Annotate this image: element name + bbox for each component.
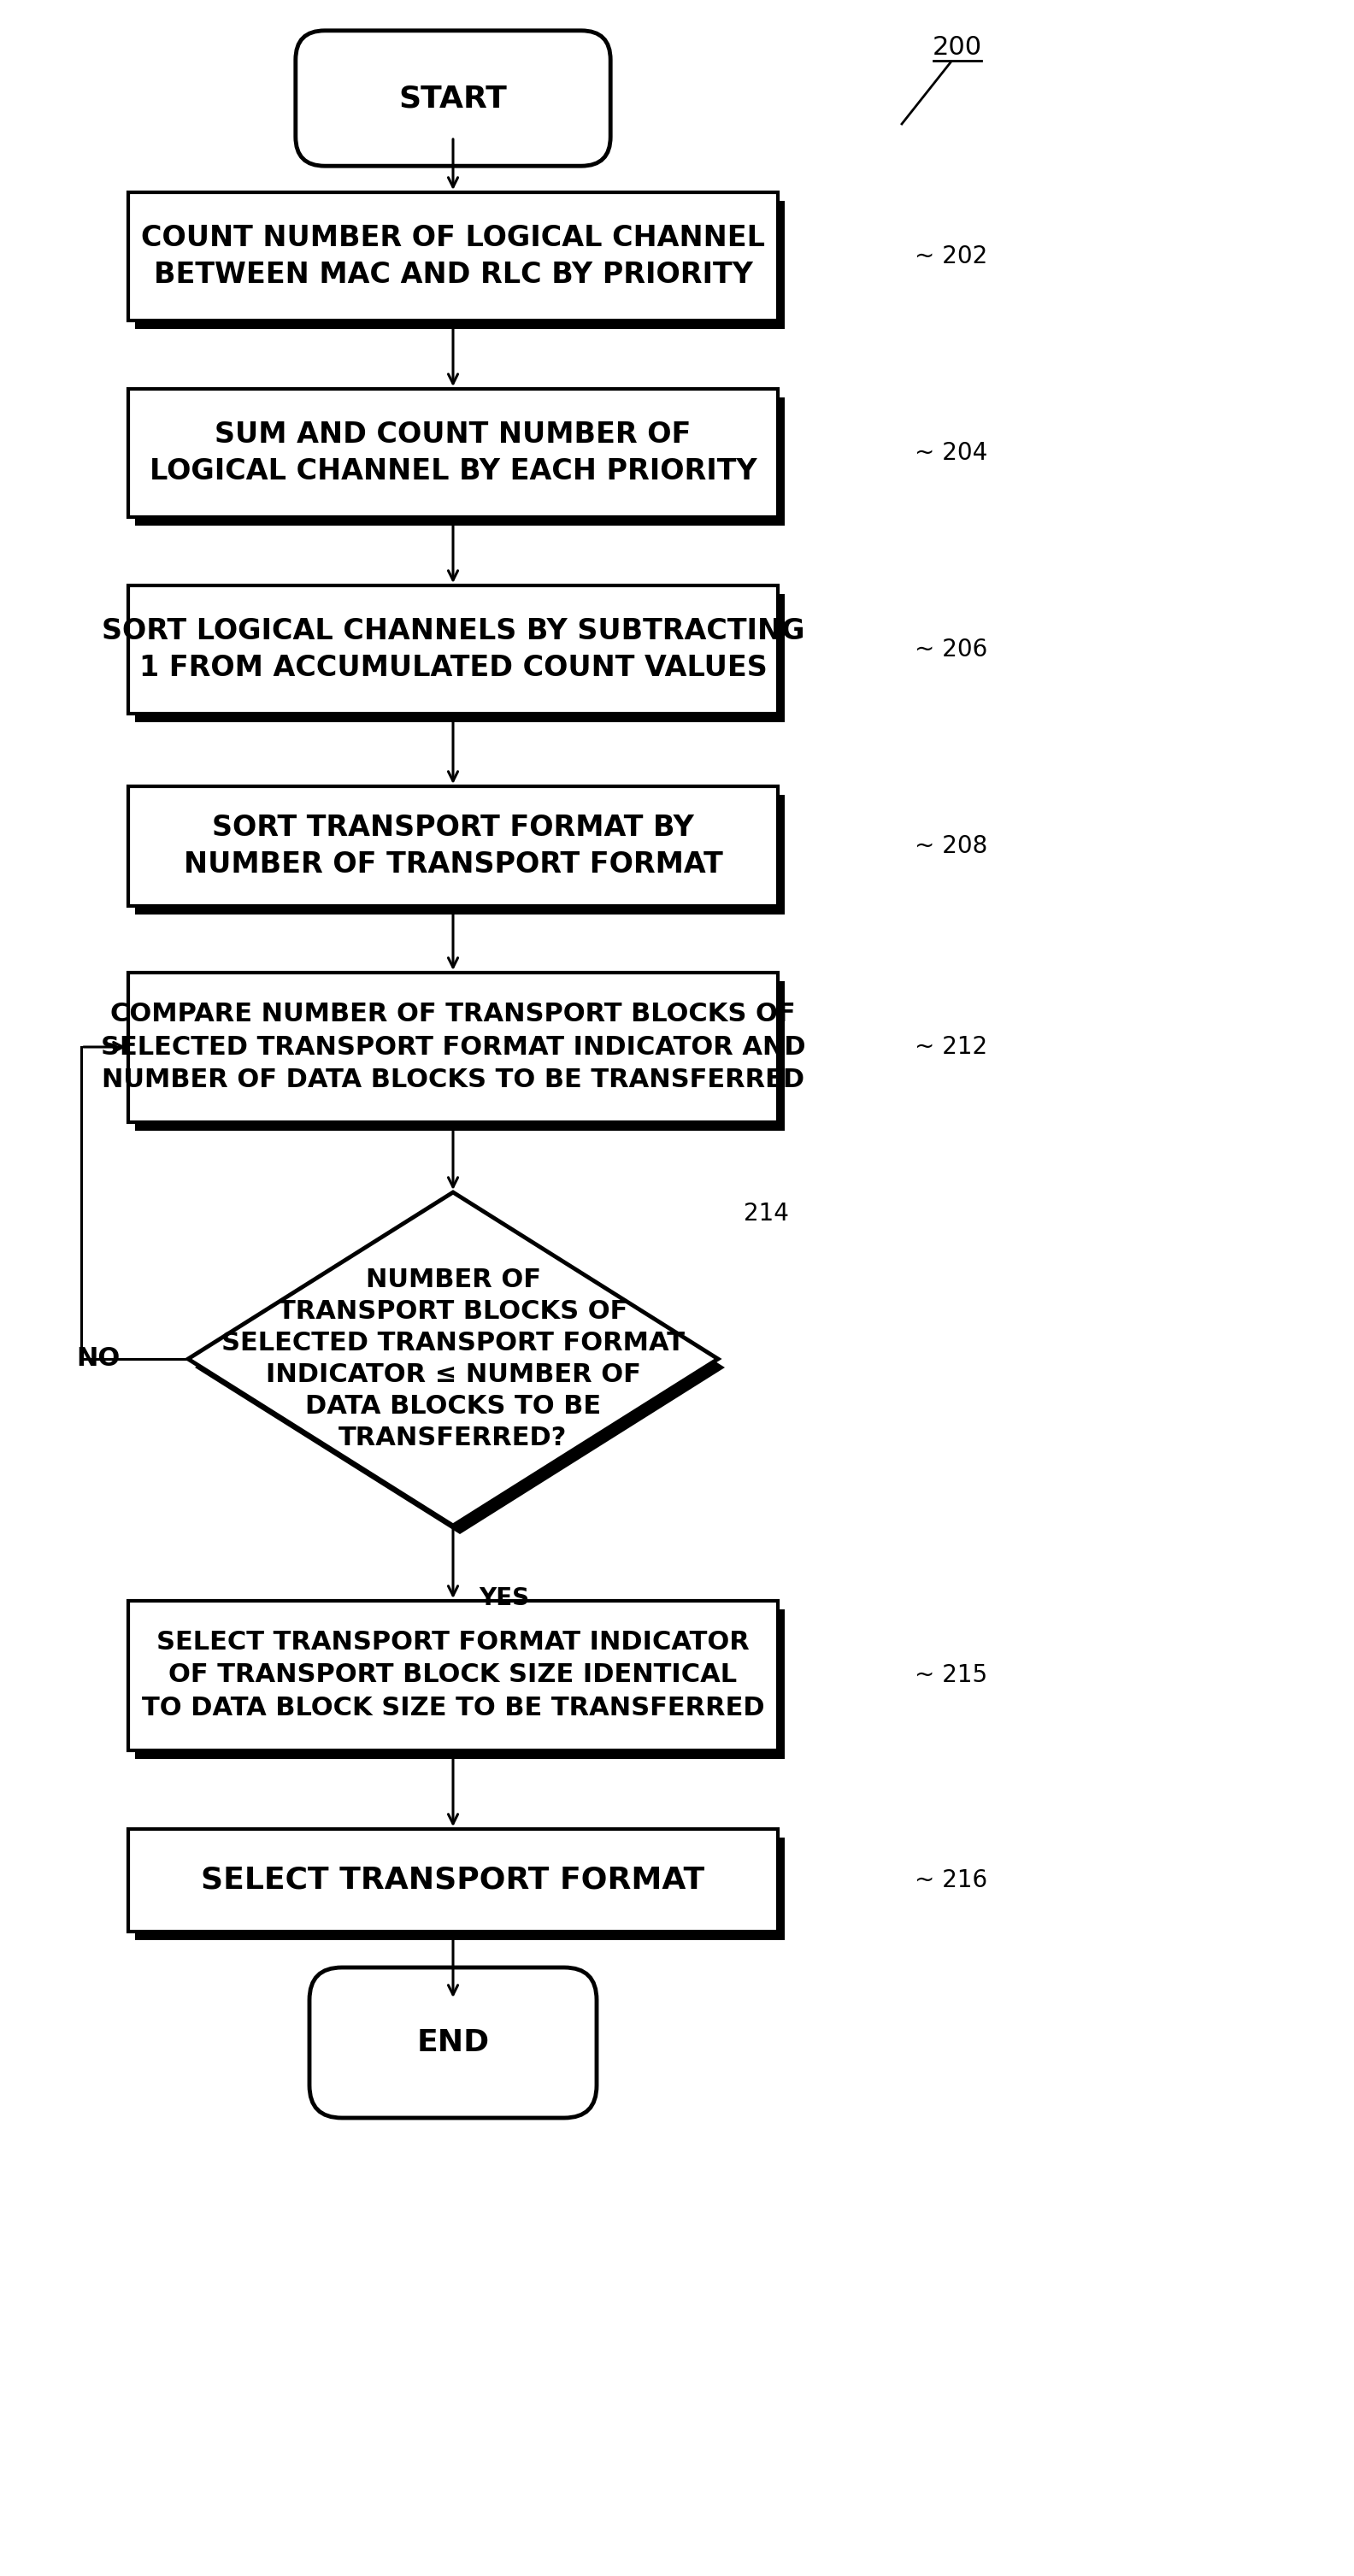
Text: SUM AND COUNT NUMBER OF
LOGICAL CHANNEL BY EACH PRIORITY: SUM AND COUNT NUMBER OF LOGICAL CHANNEL … xyxy=(149,420,757,487)
Bar xyxy=(135,796,785,914)
Text: SELECT TRANSPORT FORMAT INDICATOR
OF TRANSPORT BLOCK SIZE IDENTICAL
TO DATA BLOC: SELECT TRANSPORT FORMAT INDICATOR OF TRA… xyxy=(142,1631,765,1721)
Text: COMPARE NUMBER OF TRANSPORT BLOCKS OF
SELECTED TRANSPORT FORMAT INDICATOR AND
NU: COMPARE NUMBER OF TRANSPORT BLOCKS OF SE… xyxy=(100,1002,806,1092)
Bar xyxy=(135,397,785,526)
Bar xyxy=(129,585,777,714)
Text: NUMBER OF
TRANSPORT BLOCKS OF
SELECTED TRANSPORT FORMAT
INDICATOR ≤ NUMBER OF
DA: NUMBER OF TRANSPORT BLOCKS OF SELECTED T… xyxy=(222,1267,685,1450)
Text: END: END xyxy=(417,2027,489,2058)
Text: 214: 214 xyxy=(743,1200,789,1226)
Text: SELECT TRANSPORT FORMAT: SELECT TRANSPORT FORMAT xyxy=(202,1865,705,1896)
Text: ~ 216: ~ 216 xyxy=(915,1868,987,1893)
Bar xyxy=(135,1837,785,1940)
Text: ~ 212: ~ 212 xyxy=(915,1036,987,1059)
FancyBboxPatch shape xyxy=(295,31,611,165)
Bar xyxy=(129,786,777,907)
Bar xyxy=(135,201,785,330)
Bar xyxy=(129,971,777,1121)
Polygon shape xyxy=(195,1200,724,1535)
Bar xyxy=(129,1829,777,1932)
Text: YES: YES xyxy=(479,1587,529,1610)
Text: ~ 204: ~ 204 xyxy=(915,440,987,464)
Bar xyxy=(129,1600,777,1749)
Text: SORT TRANSPORT FORMAT BY
NUMBER OF TRANSPORT FORMAT: SORT TRANSPORT FORMAT BY NUMBER OF TRANS… xyxy=(183,814,723,878)
Text: COUNT NUMBER OF LOGICAL CHANNEL
BETWEEN MAC AND RLC BY PRIORITY: COUNT NUMBER OF LOGICAL CHANNEL BETWEEN … xyxy=(141,224,765,289)
Text: ~ 215: ~ 215 xyxy=(915,1664,987,1687)
Polygon shape xyxy=(188,1193,718,1525)
Text: ~ 206: ~ 206 xyxy=(915,639,987,662)
FancyBboxPatch shape xyxy=(310,1968,597,2117)
Bar xyxy=(129,389,777,518)
Text: ~ 208: ~ 208 xyxy=(915,835,987,858)
Bar xyxy=(129,193,777,319)
Text: 200: 200 xyxy=(933,33,982,59)
Text: SORT LOGICAL CHANNELS BY SUBTRACTING
1 FROM ACCUMULATED COUNT VALUES: SORT LOGICAL CHANNELS BY SUBTRACTING 1 F… xyxy=(102,616,804,683)
Text: NO: NO xyxy=(76,1347,121,1370)
Bar xyxy=(135,595,785,721)
Text: START: START xyxy=(399,85,508,113)
Text: ~ 202: ~ 202 xyxy=(915,245,987,268)
Bar xyxy=(135,1610,785,1759)
Bar xyxy=(135,981,785,1131)
